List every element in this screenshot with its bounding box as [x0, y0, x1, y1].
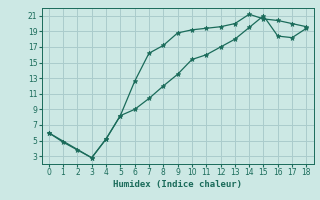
X-axis label: Humidex (Indice chaleur): Humidex (Indice chaleur): [113, 180, 242, 189]
